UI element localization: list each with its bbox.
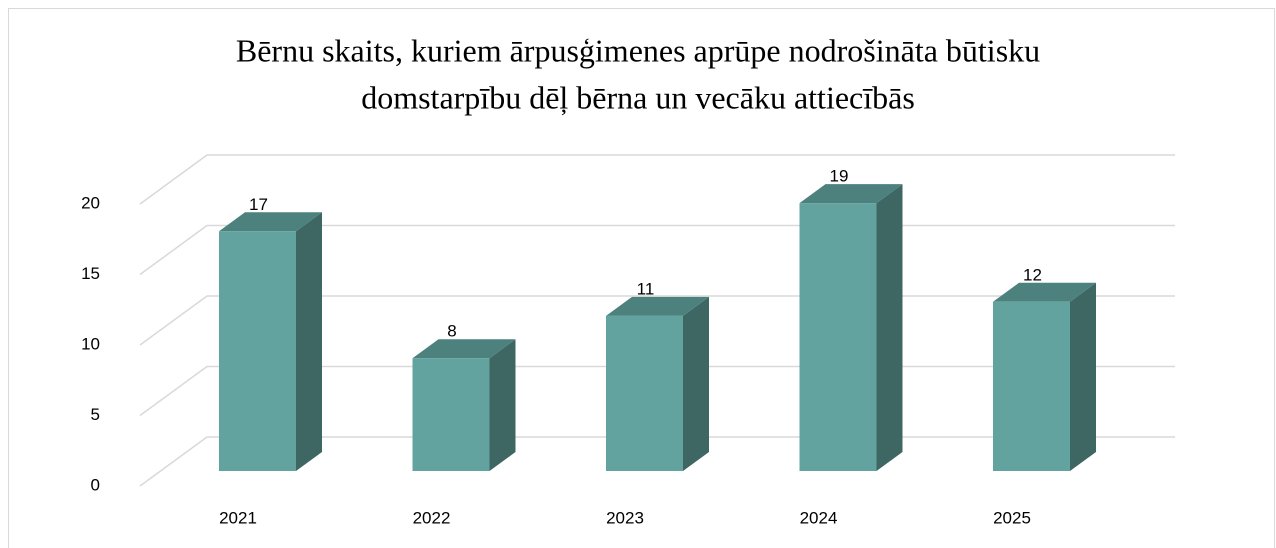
bar (219, 212, 322, 472)
grid-line (139, 365, 208, 417)
y-tick-label: 5 (91, 405, 100, 424)
chart-title: Bērnu skaits, kuriem ārpusģimenes aprūpe… (236, 32, 1040, 68)
bar (412, 339, 516, 471)
data-label: 8 (447, 322, 456, 341)
x-tick-label: 2024 (800, 508, 838, 527)
x-tick-label: 2023 (606, 508, 644, 527)
grid-line (139, 154, 208, 205)
bar (799, 184, 903, 471)
bar-front (412, 358, 490, 471)
bar-side (683, 296, 709, 471)
bar-side (1070, 282, 1096, 471)
grid-line (139, 295, 208, 346)
y-tick-label: 0 (91, 475, 100, 494)
bar-side (489, 339, 516, 471)
x-tick-label: 2022 (413, 508, 451, 527)
bar (606, 296, 709, 471)
chart-title: domstarpību dēļ bērna un vecāku attiecīb… (361, 79, 915, 115)
bar-front (219, 231, 296, 471)
bar-top (412, 339, 516, 359)
bar-side (876, 184, 903, 471)
y-tick-label: 10 (81, 334, 100, 353)
bar-front (799, 203, 877, 471)
grid-line (139, 224, 208, 276)
y-tick-label: 15 (81, 264, 100, 283)
bar-top (219, 212, 322, 232)
bar-front (993, 301, 1070, 471)
y-tick-label: 20 (81, 193, 100, 212)
x-tick-label: 2025 (993, 508, 1031, 527)
bar-top (799, 184, 903, 204)
bar-side (296, 212, 322, 472)
bar-top (606, 296, 709, 316)
bar (993, 282, 1096, 471)
data-label: 17 (249, 195, 268, 214)
data-label: 11 (637, 279, 655, 298)
data-label: 19 (830, 167, 849, 186)
bar-top (993, 282, 1096, 302)
grid-line (139, 436, 208, 487)
data-label: 12 (1023, 265, 1042, 284)
x-tick-label: 2021 (219, 508, 257, 527)
bar-front (606, 315, 683, 471)
